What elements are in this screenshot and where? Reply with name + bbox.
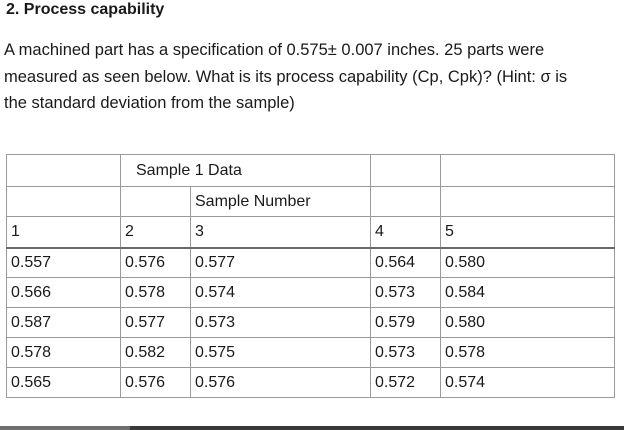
- table-row: 0.566 0.578 0.574 0.573 0.584: [6, 277, 615, 308]
- sample-number: 4: [370, 216, 441, 249]
- measurement-cell: 0.574: [190, 277, 371, 308]
- measurement-cell: 0.580: [440, 307, 615, 338]
- table-cell: [6, 154, 121, 187]
- question-heading: 2. Process capability: [6, 1, 165, 18]
- measurement-cell: 0.587: [6, 307, 121, 338]
- sample-data-table: Sample 1 Data Sample Number 1 2 3 4 5 0.…: [6, 154, 615, 398]
- measurement-cell: 0.576: [120, 367, 191, 398]
- measurement-cell: 0.572: [370, 367, 441, 398]
- table-row: 0.578 0.582 0.575 0.573 0.578: [6, 337, 615, 368]
- table-row: 0.587 0.577 0.573 0.579 0.580: [6, 307, 615, 338]
- table-subtitle: Sample Number: [190, 186, 371, 217]
- measurement-cell: 0.566: [6, 277, 121, 308]
- question-prompt: A machined part has a specification of 0…: [4, 37, 616, 117]
- question-line: A machined part has a specification of 0…: [4, 41, 545, 59]
- sample-number: 3: [190, 216, 371, 249]
- table-cell: [440, 154, 615, 187]
- table-cell: [6, 186, 121, 217]
- measurement-cell: 0.576: [190, 367, 371, 398]
- measurement-cell: 0.576: [120, 247, 191, 278]
- table-cell: [370, 186, 441, 217]
- sample-number: 2: [120, 216, 191, 249]
- table-subtitle-row: Sample Number: [6, 186, 615, 217]
- sample-number: 5: [440, 216, 615, 249]
- table-row: 0.565 0.576 0.576 0.572 0.574: [6, 367, 615, 398]
- measurement-cell: 0.579: [370, 307, 441, 338]
- sample-number: 1: [6, 216, 121, 249]
- measurement-cell: 0.580: [440, 247, 615, 278]
- measurement-cell: 0.565: [6, 367, 121, 398]
- measurement-cell: 0.577: [120, 307, 191, 338]
- table-title-row: Sample 1 Data: [6, 154, 615, 187]
- bottom-divider: [0, 426, 130, 430]
- measurement-cell: 0.578: [6, 337, 121, 368]
- measurement-cell: 0.584: [440, 277, 615, 308]
- measurement-cell: 0.573: [370, 277, 441, 308]
- measurement-cell: 0.573: [190, 307, 371, 338]
- table-row: 0.557 0.576 0.577 0.564 0.580: [6, 247, 615, 278]
- table-cell: [370, 154, 441, 187]
- measurement-cell: 0.582: [120, 337, 191, 368]
- measurement-cell: 0.573: [370, 337, 441, 368]
- measurement-cell: 0.564: [370, 247, 441, 278]
- sample-number-row: 1 2 3 4 5: [6, 216, 615, 249]
- measurement-cell: 0.574: [440, 367, 615, 398]
- question-line: measured as seen below. What is its proc…: [4, 67, 568, 86]
- table-cell: [120, 186, 191, 217]
- table-cell: [440, 186, 615, 217]
- measurement-cell: 0.578: [440, 337, 615, 368]
- table-title: Sample 1 Data: [120, 154, 371, 187]
- measurement-cell: 0.557: [6, 247, 121, 278]
- measurement-cell: 0.577: [190, 247, 371, 278]
- measurement-cell: 0.578: [120, 277, 191, 308]
- bottom-divider: [130, 426, 624, 430]
- measurement-cell: 0.575: [190, 337, 371, 368]
- question-line: the standard deviation from the sample): [4, 94, 295, 112]
